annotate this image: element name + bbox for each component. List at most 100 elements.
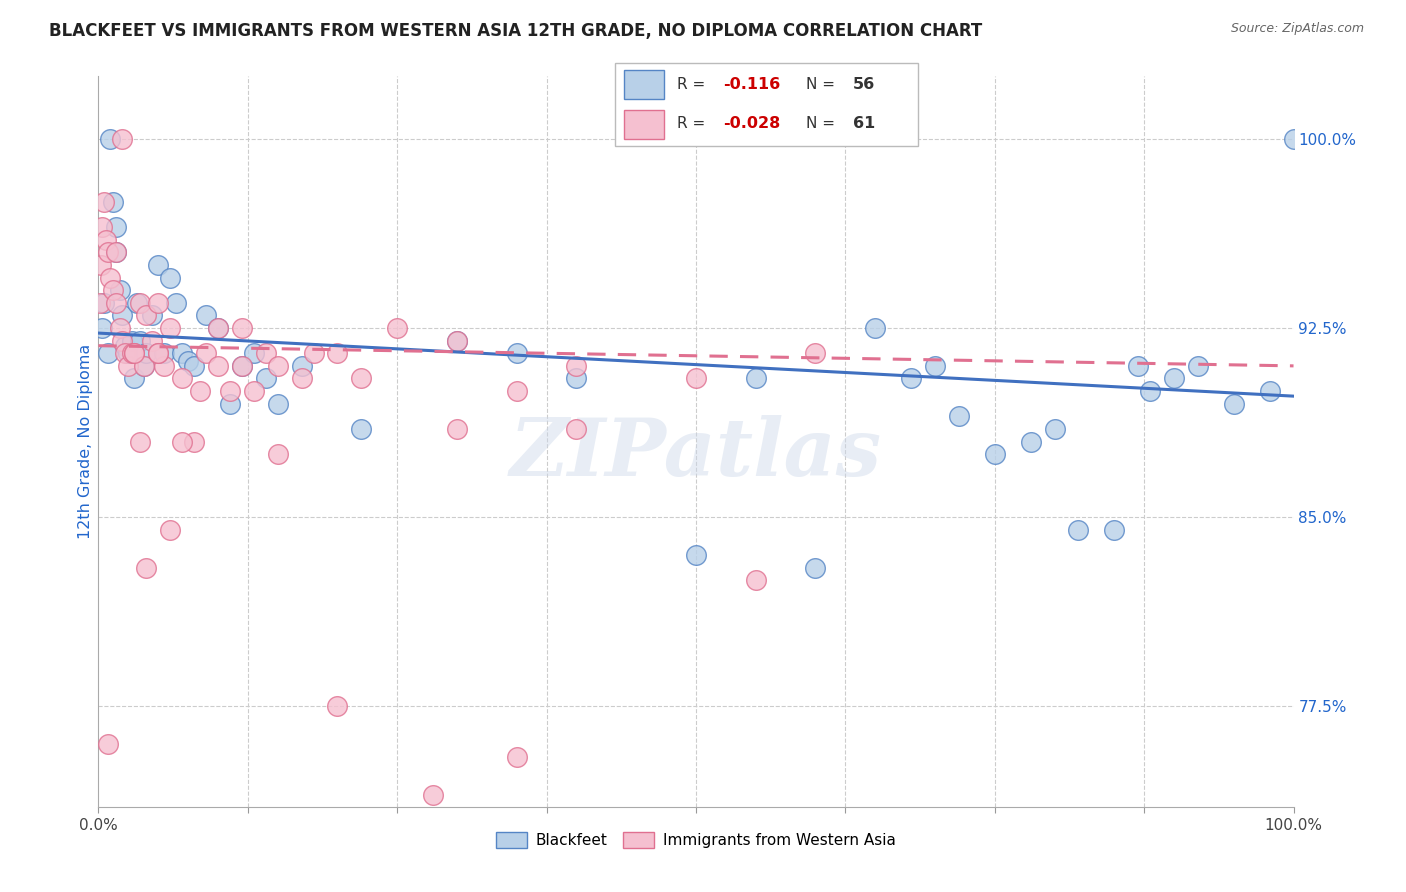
Point (350, 371, 373, 385)
Point (900, 371, 922, 385)
Point (98, 132, 122, 146)
Point (948, 409, 970, 424)
Text: R =: R = (676, 116, 710, 131)
Point (446, 334, 468, 348)
Point (111, 309, 134, 323)
Y-axis label: 12th Grade, No Diploma: 12th Grade, No Diploma (77, 344, 93, 539)
Point (121, 346, 143, 360)
Point (111, 132, 134, 146)
Point (148, 258, 170, 272)
Point (183, 434, 205, 449)
Point (114, 346, 136, 360)
Point (114, 339, 136, 353)
Point (129, 295, 152, 310)
Point (326, 346, 349, 360)
Point (984, 447, 1007, 461)
Point (924, 359, 946, 373)
Point (108, 283, 131, 297)
Point (148, 346, 170, 360)
Point (105, 295, 128, 310)
Point (121, 334, 143, 348)
Point (135, 309, 157, 323)
Point (132, 359, 155, 373)
Point (565, 359, 588, 373)
Point (165, 295, 187, 310)
Point (141, 309, 163, 323)
Text: R =: R = (676, 77, 710, 92)
Point (207, 359, 229, 373)
Point (291, 359, 314, 373)
Point (804, 346, 827, 360)
Point (141, 334, 163, 348)
Point (90, 258, 112, 272)
Point (385, 321, 409, 335)
Point (159, 270, 181, 285)
Point (422, 788, 444, 802)
Point (1139, 384, 1161, 398)
Point (91, 220, 114, 235)
Point (129, 434, 152, 449)
Point (254, 371, 277, 385)
Point (267, 397, 290, 411)
Point (105, 245, 128, 260)
Point (1067, 523, 1090, 537)
Text: 61: 61 (853, 116, 875, 131)
FancyBboxPatch shape (624, 70, 664, 99)
Point (1128, 359, 1150, 373)
Text: -0.116: -0.116 (723, 77, 780, 92)
Point (117, 346, 139, 360)
Point (172, 346, 194, 360)
Point (124, 371, 146, 385)
Point (94, 233, 117, 247)
Point (446, 334, 468, 348)
Point (108, 321, 131, 335)
Point (243, 346, 266, 360)
Point (97, 346, 120, 360)
Point (565, 422, 588, 436)
Point (207, 321, 229, 335)
Point (291, 371, 314, 385)
Point (89, 295, 111, 310)
Text: Source: ZipAtlas.com: Source: ZipAtlas.com (1230, 22, 1364, 36)
Point (172, 371, 194, 385)
Text: ZIPatlas: ZIPatlas (510, 416, 882, 493)
Point (745, 371, 768, 385)
Point (267, 447, 290, 461)
Point (865, 321, 887, 335)
Point (132, 359, 155, 373)
Point (101, 283, 124, 297)
Point (219, 384, 242, 398)
Point (506, 749, 529, 764)
Point (1258, 384, 1281, 398)
Text: N =: N = (807, 77, 841, 92)
Text: 56: 56 (853, 77, 875, 92)
Point (231, 359, 253, 373)
Point (219, 397, 242, 411)
FancyBboxPatch shape (624, 110, 664, 139)
Point (254, 346, 277, 360)
Point (745, 574, 768, 588)
Point (129, 334, 152, 348)
Point (153, 346, 176, 360)
Point (195, 309, 218, 323)
Point (111, 334, 134, 348)
Point (93, 295, 115, 310)
Text: BLACKFEET VS IMMIGRANTS FROM WESTERN ASIA 12TH GRADE, NO DIPLOMA CORRELATION CHA: BLACKFEET VS IMMIGRANTS FROM WESTERN ASI… (49, 22, 983, 40)
Point (101, 194, 124, 209)
Text: -0.028: -0.028 (723, 116, 780, 131)
Point (565, 371, 588, 385)
Point (506, 346, 529, 360)
Point (1104, 523, 1126, 537)
Text: N =: N = (807, 116, 841, 131)
Point (1043, 422, 1066, 436)
Point (1163, 371, 1185, 385)
Point (302, 346, 325, 360)
Point (105, 220, 128, 235)
Point (1187, 359, 1209, 373)
Point (326, 699, 349, 714)
Point (446, 422, 468, 436)
Point (125, 295, 148, 310)
Point (159, 523, 181, 537)
Point (105, 245, 128, 260)
Point (231, 321, 253, 335)
